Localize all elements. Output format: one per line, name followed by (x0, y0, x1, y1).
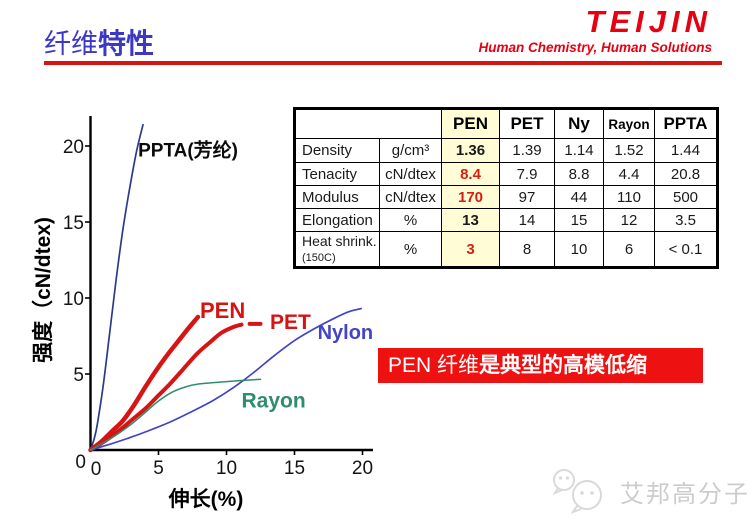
cell-rayon: 4.4 (603, 162, 655, 186)
page-title-part1: 纤维 (44, 29, 98, 59)
col-header-pet: PET (499, 108, 555, 139)
y-axis-label: 强度（cN/dtex) (31, 217, 55, 363)
table-row: Density g/cm³ 1.36 1.39 1.14 1.52 1.44 (294, 138, 718, 163)
table-row: Modulus cN/dtex 170 97 44 110 500 (294, 185, 718, 209)
curve-label-Nylon: Nylon (318, 322, 374, 344)
cell-pen: 3 (441, 231, 500, 268)
cell-pet: 1.39 (499, 138, 555, 163)
x-tick-label: 20 (352, 458, 373, 479)
x-tick-label: 15 (284, 458, 305, 479)
cell-ppta: 3.5 (654, 208, 718, 232)
cell-pen: 8.4 (441, 162, 500, 186)
col-header-pen: PEN (441, 108, 500, 139)
y-tick-label: 0 (75, 452, 86, 473)
table-row: Heat shrink. (150C) % 3 8 10 6 < 0.1 (294, 231, 718, 268)
col-header-ny: Ny (554, 108, 604, 139)
cell-rayon: 1.52 (603, 138, 655, 163)
row-label-density: Density (294, 138, 380, 163)
y-tick-label: 20 (63, 137, 84, 158)
banner-text-part1: PEN 纤维 (388, 354, 480, 377)
curve-label-Rayon: Rayon (242, 389, 306, 412)
curve-PET (88, 322, 244, 452)
teijin-tagline: Human Chemistry, Human Solutions (478, 40, 712, 55)
cell-ppta: 500 (654, 185, 718, 209)
cell-ny: 15 (554, 208, 604, 232)
x-tick-label: 0 (91, 459, 102, 480)
row-label-tenacity: Tenacity (294, 162, 380, 186)
x-tick-label: 10 (216, 458, 237, 479)
watermark-text: 艾邦高分子 (620, 480, 750, 508)
row-label-elongation: Elongation (294, 208, 380, 232)
cell-pen: 170 (441, 185, 500, 209)
cell-pet: 7.9 (499, 162, 555, 186)
heat-shrink-condition: (150C) (302, 252, 336, 264)
y-tick-label: 5 (73, 365, 84, 386)
cell-pet: 97 (499, 185, 555, 209)
y-tick-label: 10 (63, 289, 84, 310)
cell-pet: 8 (499, 231, 555, 268)
curve-label-PPTA(芳纶): PPTA(芳纶) (138, 139, 238, 162)
cell-ny: 8.8 (554, 162, 604, 186)
curve-label-PET: PET (270, 311, 311, 334)
table-corner-cell (294, 108, 442, 139)
cell-pen: 13 (441, 208, 500, 232)
row-unit: g/cm³ (379, 138, 442, 163)
cell-ppta: 1.44 (654, 138, 718, 163)
cell-ppta: < 0.1 (654, 231, 718, 268)
cell-ny: 10 (554, 231, 604, 268)
table-row: Elongation % 13 14 15 12 3.5 (294, 208, 718, 232)
cell-pen: 1.36 (441, 138, 500, 163)
fiber-property-table: PEN PET Ny Rayon PPTA Density g/cm³ 1.36… (293, 107, 719, 269)
curve-Nylon (89, 307, 362, 451)
heat-shrink-label: Heat shrink. (302, 232, 377, 249)
row-label-heat-shrink: Heat shrink. (150C) (294, 231, 380, 268)
cell-rayon: 12 (603, 208, 655, 232)
page-title: 纤维特性 (44, 22, 154, 62)
curve-Rayon (89, 378, 262, 451)
curve-label-PEN: PEN (200, 298, 245, 323)
page-title-part2: 特性 (98, 28, 155, 59)
col-header-rayon: Rayon (603, 108, 655, 139)
cell-rayon: 6 (603, 231, 655, 268)
wechat-icon (552, 469, 602, 515)
row-label-modulus: Modulus (294, 185, 380, 209)
conclusion-banner: PEN 纤维是典型的高模低缩 (378, 348, 703, 383)
curve-PEN (88, 314, 201, 453)
cell-pet: 14 (499, 208, 555, 232)
curve-PPTA(芳纶) (89, 123, 144, 451)
col-header-ppta: PPTA (654, 108, 718, 139)
header-rule (44, 61, 722, 65)
teijin-logo: TEIJIN (585, 4, 712, 39)
row-unit: cN/dtex (379, 162, 442, 186)
cell-rayon: 110 (603, 185, 655, 209)
banner-text-part2: 是典型的高模低缩 (479, 354, 648, 377)
row-unit: % (379, 208, 442, 232)
table-header-row: PEN PET Ny Rayon PPTA (294, 108, 718, 139)
watermark: 艾邦高分子 (550, 466, 750, 516)
x-tick-label: 5 (153, 458, 164, 479)
cell-ppta: 20.8 (654, 162, 718, 186)
cell-ny: 1.14 (554, 138, 604, 163)
table-row: Tenacity cN/dtex 8.4 7.9 8.8 4.4 20.8 (294, 162, 718, 186)
row-unit: % (379, 231, 442, 268)
cell-ny: 44 (554, 185, 604, 209)
x-axis-label: 伸长(%) (168, 488, 244, 511)
y-tick-label: 15 (63, 213, 84, 234)
row-unit: cN/dtex (379, 185, 442, 209)
stress-strain-chart: 0 5 10 15 20 0 5 10 15 20 伸长(%) 强度（cN/dtex) PPTA(芳纶)… (31, 116, 374, 511)
